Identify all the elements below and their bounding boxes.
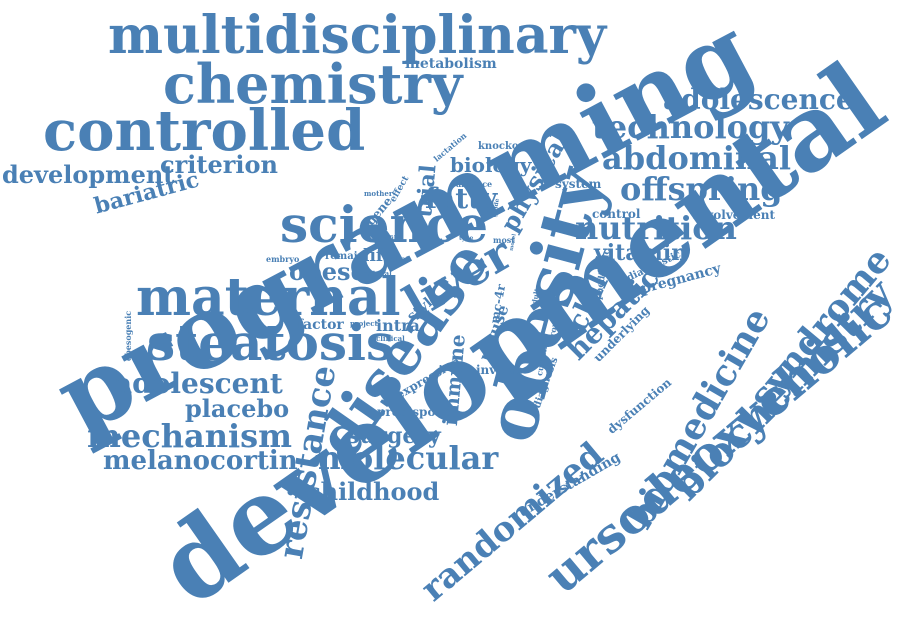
word-control: control: [592, 207, 641, 221]
word-steatosis: steatosis: [147, 313, 395, 372]
word-criterion: criterion: [160, 150, 278, 179]
word-obesogenic: obesogenic: [123, 310, 134, 362]
word-intra: intra: [376, 316, 420, 335]
word-molecular: molecular: [318, 439, 499, 477]
word-trial: trial: [411, 163, 442, 219]
word-mechanism: mechanism: [87, 417, 292, 455]
word-fatty: fatty: [425, 182, 498, 215]
word-most: most: [493, 235, 515, 245]
word-factor: factor: [297, 317, 344, 333]
word-vitamin: vitamin: [594, 240, 688, 266]
word-multidisciplinary: multidisciplinary: [108, 5, 607, 66]
word-embryo: embryo: [266, 254, 300, 264]
word-dysfunction: dysfunction: [604, 375, 675, 437]
word-melanocortin: melanocortin: [103, 446, 298, 476]
word-natural: natural: [363, 269, 392, 278]
word-absence: absence: [456, 179, 493, 189]
word-involvement: involvement: [693, 208, 776, 222]
word-profile: profile: [378, 235, 400, 242]
word-adolescence: adolescence: [663, 83, 854, 116]
word-maternal: maternal: [136, 267, 401, 328]
word-adolescent: adolescent: [114, 367, 283, 400]
word-diet: diet: [392, 254, 410, 264]
word-knockout: knockout: [478, 141, 531, 152]
word-development: development: [2, 160, 175, 189]
word-abdominal: abdominal: [602, 139, 791, 177]
word-technology: technology: [592, 108, 789, 146]
word-surgery: surgery: [347, 423, 441, 449]
word-remain: remain: [325, 251, 365, 262]
word-nutrition: nutrition: [575, 209, 737, 247]
word-involve: involve: [476, 363, 524, 377]
word-predispose: predispose: [377, 405, 450, 419]
word-controlled: controlled: [43, 98, 366, 164]
word-type: type: [459, 235, 474, 242]
word-clinical: clinical: [376, 334, 405, 343]
word-project: project: [350, 319, 378, 328]
word-mother: mother: [364, 189, 393, 198]
word-metabolism: metabolism: [405, 56, 497, 72]
word-obese: obese: [289, 257, 366, 286]
word-chemistry: chemistry: [163, 52, 463, 116]
word-offspring: offspring: [620, 170, 783, 208]
word-childhood: childhood: [306, 477, 440, 506]
word-system: system: [555, 177, 602, 191]
word-life: life: [363, 246, 395, 266]
word-placebo: placebo: [185, 394, 290, 423]
word-science: science: [280, 195, 489, 254]
word-biology: biology: [450, 153, 532, 177]
